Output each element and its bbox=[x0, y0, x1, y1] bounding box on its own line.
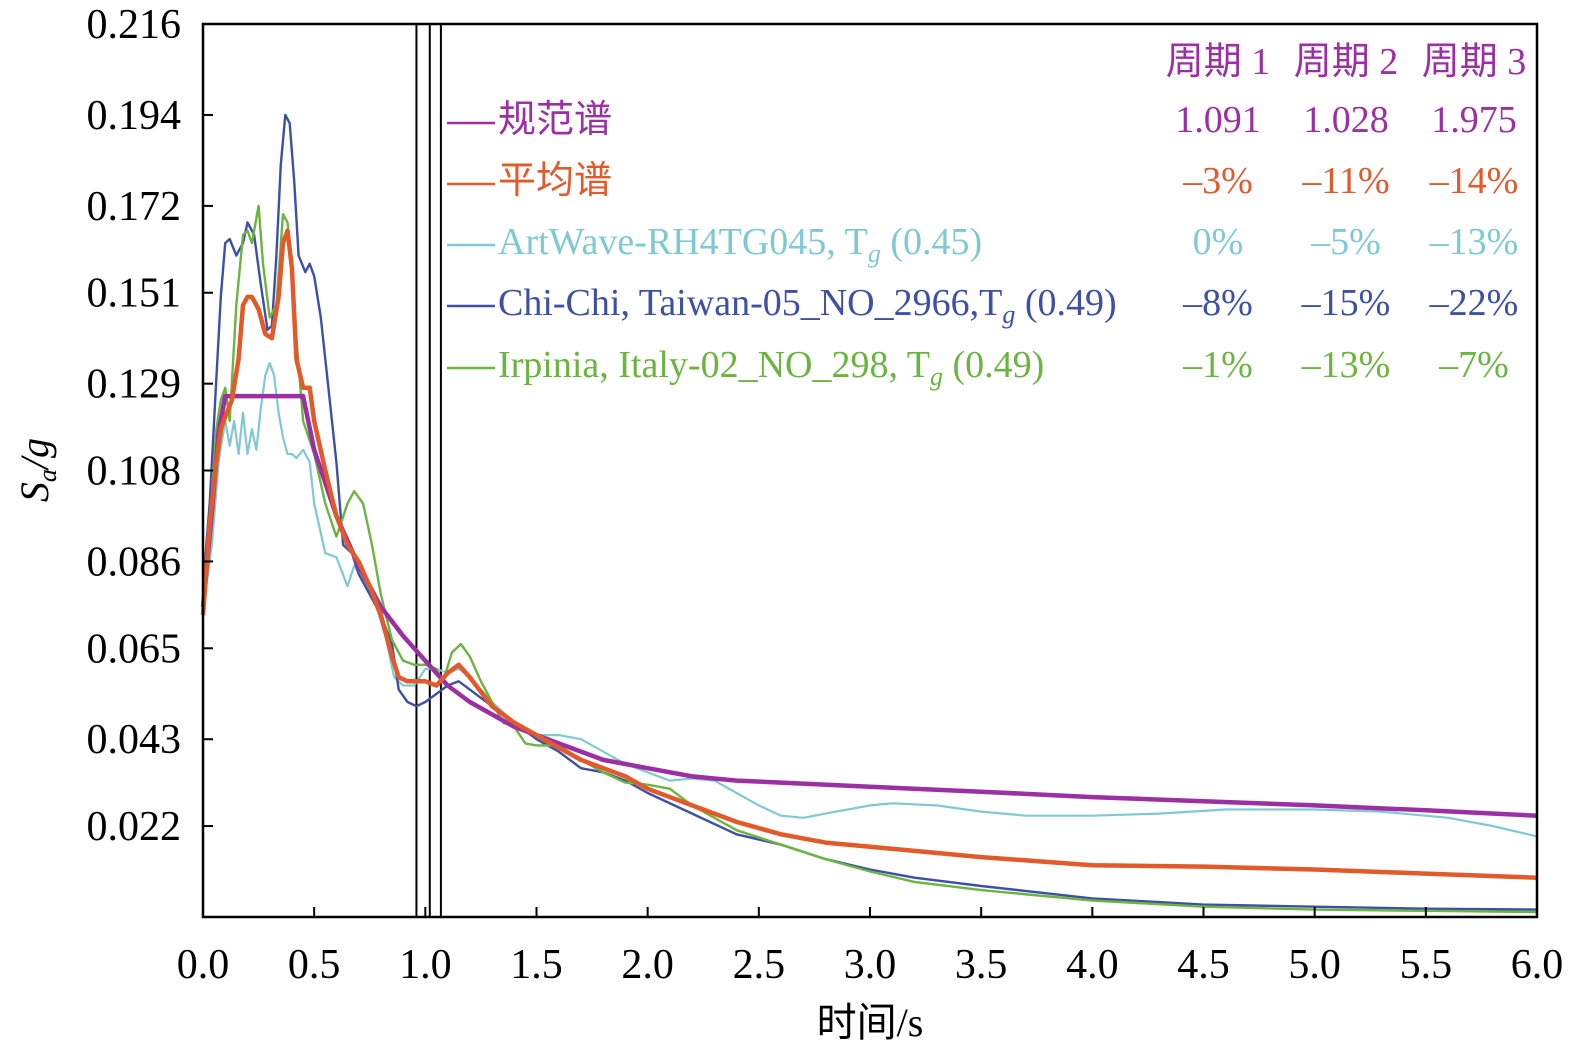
x-axis-title: 时间/s bbox=[817, 1000, 924, 1045]
table-value: –13% bbox=[1301, 344, 1391, 386]
y-tick-label: 0.086 bbox=[87, 539, 182, 585]
y-tick-label: 0.151 bbox=[87, 271, 182, 317]
y-tick-label: 0.172 bbox=[87, 184, 182, 230]
x-tick-label: 2.5 bbox=[733, 942, 786, 988]
table-value: –8% bbox=[1182, 282, 1253, 324]
period-header-2: 周期 2 bbox=[1294, 41, 1399, 83]
legend-label-2: 平均谱 bbox=[498, 160, 612, 202]
x-tick-label: 0.0 bbox=[177, 942, 230, 988]
y-tick-label: 0.065 bbox=[87, 626, 182, 672]
table-value: –3% bbox=[1182, 160, 1253, 202]
legend-label-1: 规范谱 bbox=[498, 99, 612, 141]
x-axis: 0.0 0.5 1.0 1.5 2.0 2.5 3.0 3.5 4.0 4.5 5.0 5.5 6.0 bbox=[177, 907, 1564, 988]
table-value: –11% bbox=[1301, 160, 1389, 202]
table-value: 1.091 bbox=[1175, 99, 1261, 141]
x-tick-label: 2.0 bbox=[621, 942, 674, 988]
table-value: –15% bbox=[1301, 282, 1391, 324]
table-value: –5% bbox=[1310, 221, 1381, 263]
y-axis: 0.216 0.194 0.172 0.151 0.129 0.108 0.086 0.065… bbox=[87, 2, 213, 850]
plot-frame bbox=[201, 22, 1539, 919]
y-tick-label: 0.022 bbox=[87, 804, 182, 850]
y-tick-label: 0.129 bbox=[87, 362, 182, 408]
table-value: 1.028 bbox=[1303, 99, 1389, 141]
table-value: 0% bbox=[1193, 221, 1244, 263]
x-tick-label: 1.0 bbox=[399, 942, 452, 988]
x-tick-label: 5.5 bbox=[1400, 942, 1453, 988]
x-tick-label: 3.0 bbox=[844, 942, 897, 988]
series-line-3 bbox=[201, 361, 1538, 838]
table-value: –13% bbox=[1429, 221, 1519, 263]
series-lines bbox=[200, 113, 1538, 914]
series-line-2 bbox=[200, 228, 1538, 880]
period-header-1: 周期 1 bbox=[1166, 41, 1271, 83]
series-line-5 bbox=[201, 204, 1538, 914]
table-value: –14% bbox=[1429, 160, 1519, 202]
table-value: –7% bbox=[1438, 344, 1509, 386]
period-markers bbox=[415, 24, 442, 917]
y-tick-label: 0.194 bbox=[87, 93, 182, 139]
y-axis-title: Sa/g bbox=[12, 438, 62, 502]
x-tick-label: 1.5 bbox=[510, 942, 563, 988]
table-value: –1% bbox=[1182, 344, 1253, 386]
svg-text:Sa/g: Sa/g bbox=[12, 438, 62, 502]
x-tick-label: 4.5 bbox=[1177, 942, 1230, 988]
y-tick-label: 0.043 bbox=[87, 717, 182, 763]
x-tick-label: 5.0 bbox=[1288, 942, 1341, 988]
table-value: 1.975 bbox=[1431, 99, 1517, 141]
legend-label-5: Irpinia, Italy-02_NO_298, Tg (0.49) bbox=[498, 344, 1044, 391]
y-tick-label: 0.216 bbox=[87, 2, 182, 48]
series-line-1 bbox=[200, 393, 1538, 818]
legend-label-3: ArtWave-RH4TG045, Tg (0.45) bbox=[498, 221, 982, 268]
x-tick-label: 0.5 bbox=[288, 942, 341, 988]
y-tick-label: 0.108 bbox=[87, 449, 182, 495]
period-header-3: 周期 3 bbox=[1422, 41, 1527, 83]
x-tick-label: 4.0 bbox=[1066, 942, 1119, 988]
x-tick-label: 6.0 bbox=[1511, 942, 1564, 988]
table-value: –22% bbox=[1429, 282, 1519, 324]
legend: 周期 1 周期 2 周期 3 规范谱 1.091 1.028 1.975 平均谱 –3% –11%… bbox=[447, 41, 1526, 391]
legend-label-4: Chi-Chi, Taiwan-05_NO_2966,Tg (0.49) bbox=[498, 282, 1117, 329]
x-tick-label: 3.5 bbox=[955, 942, 1008, 988]
